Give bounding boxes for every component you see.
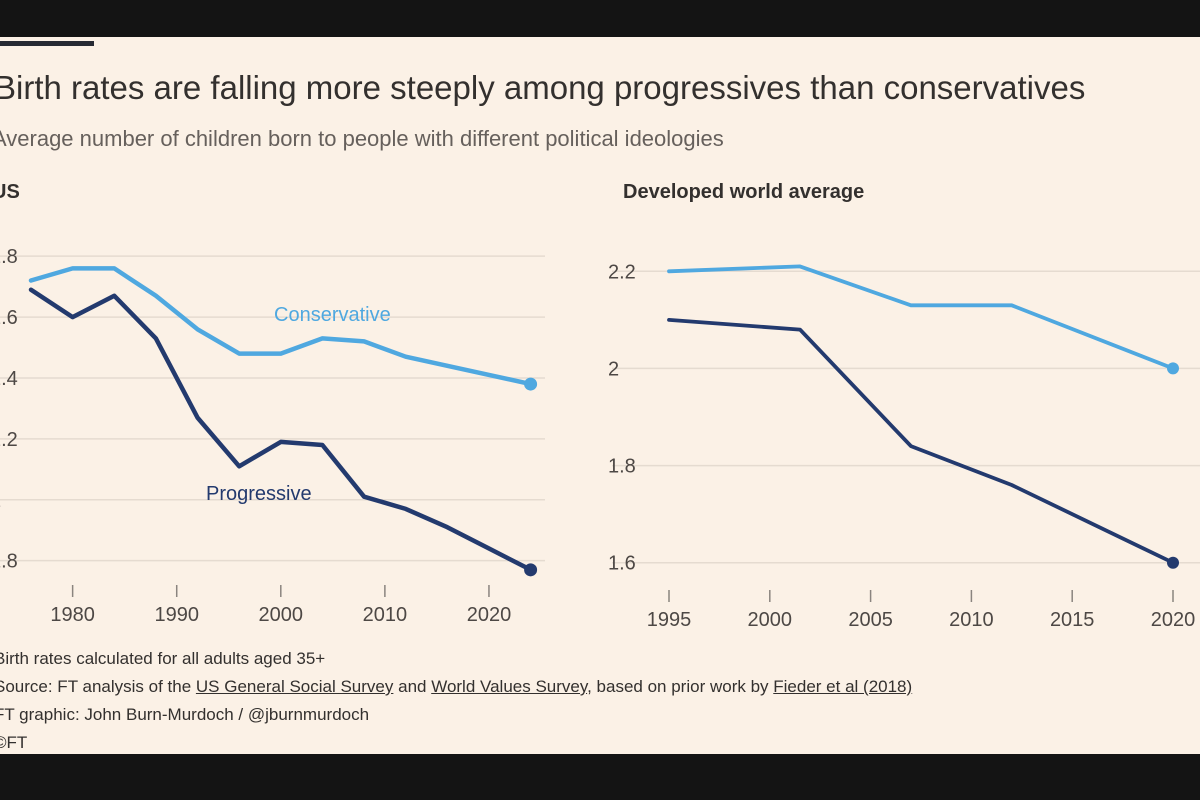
y-tick-label: 1.8 xyxy=(0,551,18,573)
series-line-conservative xyxy=(28,266,533,387)
x-tick-label: 2000 xyxy=(259,604,304,626)
y-tick-label: 2.6 xyxy=(0,307,18,329)
y-tick-label: 2.8 xyxy=(0,246,18,268)
series-line-conservative xyxy=(667,264,1175,371)
series-line-progressive xyxy=(667,317,1175,565)
y-tick-label: 1.6 xyxy=(608,553,636,575)
x-tick-label: 2020 xyxy=(1151,609,1196,631)
series-end-dot-conservative xyxy=(524,377,538,391)
series-line-progressive xyxy=(28,287,533,573)
source-prefix: Source: FT analysis of the xyxy=(0,677,196,696)
x-tick-label: 2005 xyxy=(848,609,893,631)
chart-subtitle: Average number of children born to peopl… xyxy=(0,126,724,151)
footer-copyright: ©FT xyxy=(0,733,28,752)
source-link-fieder[interactable]: Fieder et al (2018) xyxy=(773,677,913,696)
y-tick-label: 2 xyxy=(608,358,619,380)
series-label-progressive: Progressive xyxy=(206,483,312,505)
x-tick-label: 2000 xyxy=(748,609,793,631)
y-tick-label: 1.8 xyxy=(608,456,636,478)
x-tick-label: 2010 xyxy=(363,604,408,626)
footer-credit: FT graphic: John Burn-Murdoch / @jburnmu… xyxy=(0,705,370,724)
x-tick-label: 2020 xyxy=(467,604,512,626)
source-and: and xyxy=(393,677,432,696)
source-link-gss[interactable]: US General Social Survey xyxy=(195,677,394,696)
charts-canvas: 1.8 2 2.2 2.4 2.6 2.8 1980 1990 2000 2010 2020 Cons… xyxy=(0,246,1200,631)
x-tick-label: 2010 xyxy=(949,609,994,631)
series-end-dot-progressive xyxy=(524,563,538,577)
source-link-wvs[interactable]: World Values Survey xyxy=(431,677,588,696)
x-tick-label: 1980 xyxy=(50,604,95,626)
y-tick-label: 2.2 xyxy=(0,429,18,451)
source-mid: , based on prior work by xyxy=(587,677,774,696)
panel-title-developed: Developed world average xyxy=(623,181,865,203)
series-end-dot-progressive xyxy=(1167,556,1179,569)
footer-note: Birth rates calculated for all adults ag… xyxy=(0,649,326,668)
x-tick-label: 1990 xyxy=(154,604,199,626)
panel-title-us: US xyxy=(0,181,20,203)
x-tick-label: 1995 xyxy=(647,609,692,631)
y-tick-label: 2.4 xyxy=(0,368,18,390)
y-tick-label: 2.2 xyxy=(608,261,636,283)
chart-footer: Birth rates calculated for all adults ag… xyxy=(0,645,912,754)
series-label-conservative: Conservative xyxy=(274,304,391,326)
y-tick-label: 2 xyxy=(0,490,1,512)
x-tick-label: 2015 xyxy=(1050,609,1095,631)
chart-frame: Birth rates are falling more steeply amo… xyxy=(0,37,1200,754)
accent-bar xyxy=(0,41,94,46)
footer-source: Source: FT analysis of the US General So… xyxy=(0,673,912,701)
series-end-dot-conservative xyxy=(1167,362,1179,375)
chart-title: Birth rates are falling more steeply amo… xyxy=(0,69,1086,106)
